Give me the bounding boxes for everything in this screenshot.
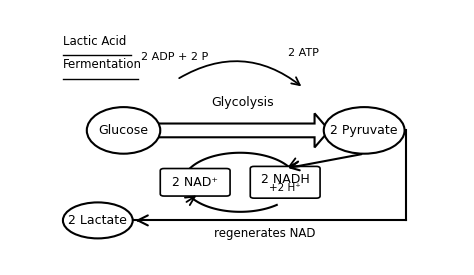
- Text: 2 Pyruvate: 2 Pyruvate: [330, 124, 398, 137]
- Ellipse shape: [87, 107, 160, 154]
- Text: Lactic Acid: Lactic Acid: [63, 35, 126, 48]
- Ellipse shape: [63, 202, 133, 238]
- Text: 2 NAD⁺: 2 NAD⁺: [172, 176, 218, 189]
- Text: +2 H⁺: +2 H⁺: [269, 183, 301, 192]
- Text: regenerates NAD: regenerates NAD: [214, 227, 316, 240]
- Text: 2 Lactate: 2 Lactate: [68, 214, 127, 227]
- Text: 2 NADH: 2 NADH: [261, 173, 310, 186]
- FancyBboxPatch shape: [160, 169, 230, 196]
- Text: 2 ADP + 2 P: 2 ADP + 2 P: [141, 52, 209, 62]
- Ellipse shape: [324, 107, 405, 154]
- Text: Glycolysis: Glycolysis: [211, 96, 274, 109]
- Text: Fermentation: Fermentation: [63, 58, 142, 72]
- Polygon shape: [158, 113, 329, 147]
- FancyBboxPatch shape: [250, 166, 320, 198]
- Text: 2 ATP: 2 ATP: [288, 48, 319, 58]
- Text: Glucose: Glucose: [99, 124, 148, 137]
